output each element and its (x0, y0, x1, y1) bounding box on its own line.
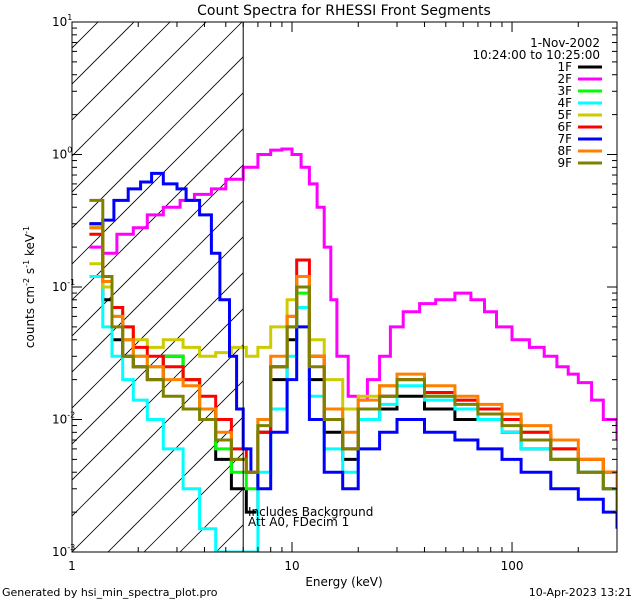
x-axis-label: Energy (keV) (305, 575, 382, 589)
legend-label: 4F (557, 96, 572, 110)
legend-label: 5F (557, 108, 572, 122)
hatch-line (72, 22, 171, 121)
hatch-line (72, 92, 244, 265)
series-2F (89, 147, 617, 440)
hatch-line (107, 416, 244, 552)
y-tick-label: 100 (52, 146, 72, 162)
series-9F (89, 198, 617, 513)
legend-label: 8F (557, 144, 572, 158)
legend-label: 9F (557, 156, 572, 170)
series-7F (89, 171, 617, 529)
hatch-line (72, 164, 244, 337)
legend-label: 6F (557, 120, 572, 134)
hatch-line (143, 452, 244, 552)
y-tick-label: 10-3 (52, 543, 75, 559)
legend-label: 2F (557, 72, 572, 86)
x-tick-label: 10 (284, 559, 299, 573)
hatched-region (72, 22, 244, 552)
legend-label: 7F (557, 132, 572, 146)
hatch-line (72, 272, 244, 445)
hatch-line (72, 236, 244, 409)
x-axis-ticks: 1 10 100 (68, 22, 618, 573)
generated-by: Generated by hsi_min_spectra_plot.pro (2, 586, 218, 599)
plot-timestamp: 10-Apr-2023 13:21 (529, 586, 632, 599)
hatch-line (72, 22, 207, 157)
legend-label: 1F (557, 60, 572, 74)
series-6F (89, 232, 617, 489)
chart-title: Count Spectra for RHESSI Front Segments (197, 3, 491, 19)
time-range-label: 10:24:00 to 10:25:00 (473, 48, 600, 62)
hatch-line (72, 56, 244, 229)
x-tick-label: 1 (68, 559, 76, 573)
hatch-line (72, 344, 244, 517)
legend-label: 3F (557, 84, 572, 98)
background-annotation: Includes Background (248, 505, 373, 519)
y-axis-label: counts cm-2 s-1 keV-1 (22, 226, 37, 348)
hatch-line (72, 380, 244, 552)
date-label: 1-Nov-2002 (530, 36, 600, 50)
series-layer (89, 147, 617, 552)
x-tick-label: 100 (501, 559, 524, 573)
hatch-line (72, 22, 243, 193)
hatch-line (72, 308, 244, 481)
y-tick-label: 101 (52, 13, 72, 29)
hatch-line (215, 524, 244, 552)
hatch-line (72, 200, 244, 373)
hatch-line (72, 128, 244, 301)
attenuator-annotation: Att A0, FDecim 1 (248, 515, 349, 529)
